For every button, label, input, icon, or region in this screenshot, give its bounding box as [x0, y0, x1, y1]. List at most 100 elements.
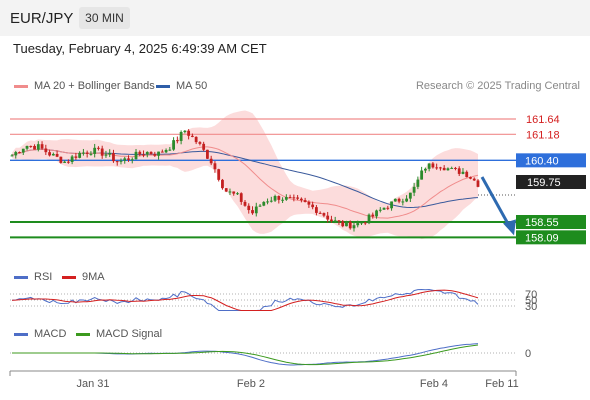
candle-body — [127, 158, 130, 160]
bollinger-band — [12, 110, 478, 240]
candle-body — [307, 201, 311, 205]
candle-body — [14, 152, 18, 156]
last-price-tag — [516, 175, 586, 189]
candle-body — [183, 130, 187, 132]
candle-body — [397, 198, 401, 202]
legend-ma20: MA 20 + Bollinger Bands — [14, 80, 155, 92]
ma20-line — [11, 146, 479, 219]
candle-body — [89, 153, 93, 155]
candle-body — [266, 201, 269, 203]
timeframe-button[interactable]: 30 MIN — [79, 7, 130, 29]
candle-body — [393, 198, 397, 202]
candle-body — [311, 204, 315, 208]
candle-body — [277, 196, 281, 200]
candle-body — [363, 222, 367, 224]
candle-body — [10, 155, 14, 157]
candle-body — [153, 153, 157, 156]
candle-body — [356, 223, 360, 226]
candle-body — [315, 207, 318, 213]
candle-body — [228, 191, 232, 193]
rsi-level-label: 50 — [525, 295, 537, 307]
candle-body — [44, 148, 48, 153]
candle-body — [405, 198, 408, 202]
candle-body — [454, 167, 457, 169]
x-tick-label: Feb 11 — [485, 378, 518, 390]
candle-body — [142, 154, 145, 156]
candle-body — [179, 131, 183, 141]
legend-macd-signal: MACD Signal — [76, 328, 162, 340]
rsi-level-label: 70 — [525, 289, 537, 301]
legend-ma50-swatch — [156, 84, 170, 88]
candle-body — [70, 156, 74, 162]
pivot-tag — [516, 153, 586, 168]
candle-body — [239, 193, 243, 202]
candle-body — [416, 179, 420, 187]
candle-body — [25, 145, 29, 149]
candle-body — [82, 152, 85, 154]
candle-body — [296, 197, 300, 199]
x-tick-label: Jan 31 — [76, 378, 109, 390]
candle-body — [408, 192, 412, 199]
candle-body — [390, 201, 393, 209]
legend-ma50: MA 50 — [156, 80, 207, 92]
candle-body — [145, 151, 149, 155]
candle-body — [221, 179, 224, 189]
macd-level-label: 0 — [525, 348, 531, 360]
candle-body — [97, 147, 100, 149]
candle-body — [423, 168, 427, 171]
support-tag — [516, 230, 586, 245]
candle-body — [442, 167, 446, 171]
candle-body — [401, 201, 405, 203]
candle-body — [48, 152, 51, 156]
candle-body — [431, 163, 435, 168]
candle-body — [232, 191, 236, 194]
candle-body — [450, 167, 454, 169]
candle-body — [55, 153, 59, 157]
candle-body — [115, 161, 119, 163]
legend-macd-signal-label: MACD Signal — [96, 328, 163, 340]
legend-9ma: 9MA — [62, 271, 105, 283]
candle-body — [51, 153, 55, 156]
candle-body — [382, 207, 386, 210]
candle-body — [63, 161, 67, 163]
pivot-label: 160.40 — [525, 155, 559, 167]
candle-body — [303, 200, 307, 202]
macd-signal-line — [12, 344, 479, 366]
candle-body — [164, 149, 168, 153]
candle-body — [168, 149, 172, 151]
candle-body — [465, 171, 469, 178]
chart-datetime: Tuesday, February 4, 2025 6:49:39 AM CET — [13, 41, 267, 56]
candle-body — [29, 145, 33, 147]
rsi-level-label: 30 — [525, 301, 537, 313]
candle-body — [476, 180, 480, 187]
candle-body — [190, 135, 194, 137]
candle-body — [371, 214, 375, 217]
support-label: 158.09 — [525, 232, 559, 244]
candle-body — [273, 196, 277, 201]
candle-body — [33, 145, 36, 150]
candle-body — [258, 205, 262, 207]
legend-macd: MACD — [14, 328, 66, 340]
candle-body — [435, 167, 439, 169]
candle-body — [59, 156, 63, 163]
rsi-9ma-line — [11, 289, 479, 311]
copyright-text: Research © 2025 Trading Central — [415, 80, 580, 92]
last-price-label: 159.75 — [527, 177, 561, 189]
candle-body — [292, 197, 296, 199]
candle-body — [85, 152, 89, 154]
candle-body — [378, 209, 382, 211]
candle-body — [375, 210, 378, 217]
candle-body — [119, 160, 123, 162]
candle-body — [446, 168, 450, 171]
candle-body — [439, 167, 442, 169]
resistance-label: 161.18 — [526, 129, 560, 141]
candle-body — [198, 142, 202, 144]
candle-body — [243, 201, 247, 206]
legend-macd-label: MACD — [34, 328, 67, 340]
candle-body — [187, 130, 191, 136]
legend-macd-signal-swatch — [76, 332, 90, 336]
legend-9ma-swatch — [62, 275, 76, 279]
resistance-label: 161.64 — [526, 114, 560, 126]
candle-body — [348, 221, 352, 229]
